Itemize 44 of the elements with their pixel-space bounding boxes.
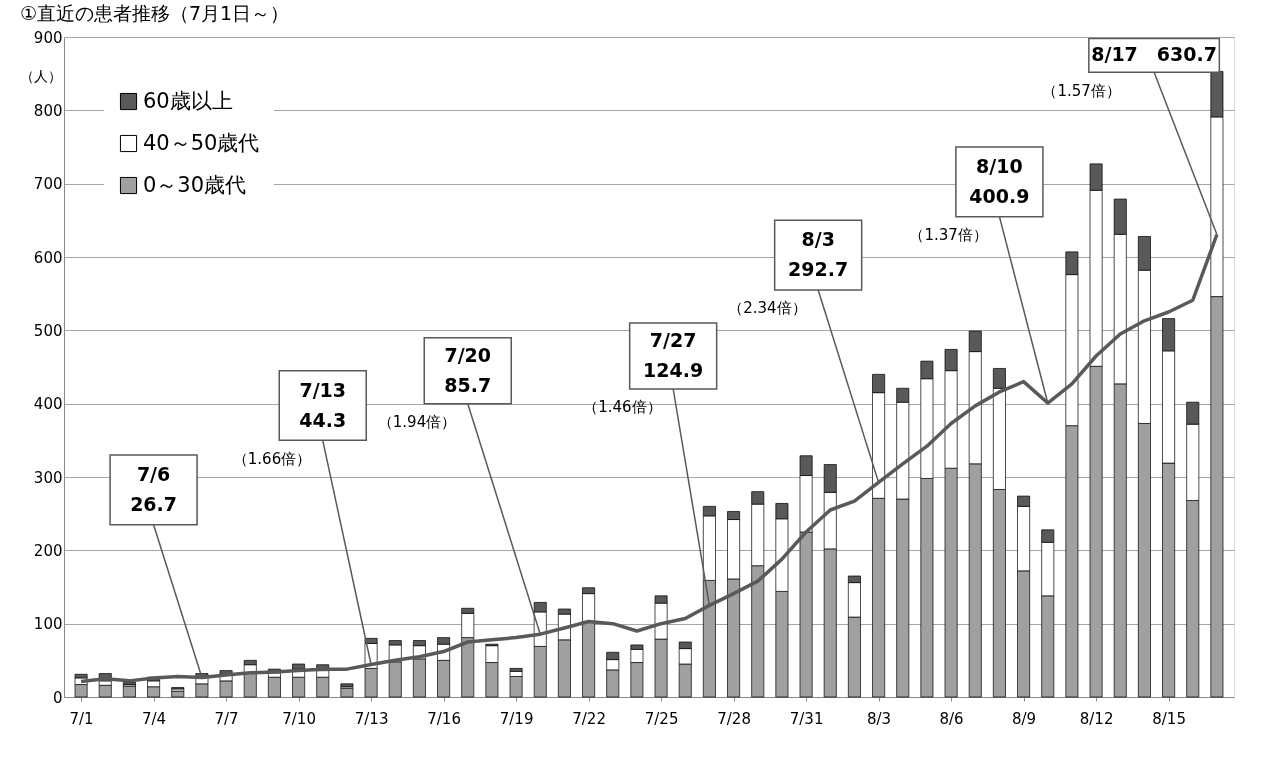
x-tick-label: 7/25 xyxy=(644,709,679,728)
y-tick-label: 100 xyxy=(33,615,63,634)
annotation: 7/6 26.7 xyxy=(130,462,178,515)
annotation: 7/20 85.7 xyxy=(444,343,492,396)
x-tick-label: 8/15 xyxy=(1152,709,1186,728)
x-tick-label: 7/28 xyxy=(717,709,751,728)
annotation: 8/3 292.7 xyxy=(788,228,849,281)
annotation: （1.94倍） xyxy=(377,413,457,431)
x-tick-label: 7/1 xyxy=(69,709,94,728)
x-tick-label: 8/9 xyxy=(1012,709,1037,728)
y-axis-title: （人） xyxy=(20,68,62,84)
y-tick-label: 500 xyxy=(33,321,63,340)
x-tick-label: 7/13 xyxy=(354,709,389,728)
annotation: 8/17 630.7 xyxy=(1091,43,1217,66)
x-tick-label: 8/12 xyxy=(1079,709,1114,728)
x-tick-label: 7/31 xyxy=(789,709,824,728)
x-tick-label: 7/10 xyxy=(282,709,316,728)
x-tick-label: 7/4 xyxy=(142,709,167,728)
chart-title: ①直近の患者推移（7月1日～） xyxy=(20,2,290,24)
annotation: （1.37倍） xyxy=(909,226,988,244)
y-tick-label: 800 xyxy=(33,101,63,120)
x-tick-label: 8/6 xyxy=(939,709,964,728)
annotation: 7/13 44.3 xyxy=(299,378,347,431)
x-tick-label: 7/19 xyxy=(499,709,534,728)
annotation: 7/27 124.9 xyxy=(643,329,704,381)
y-tick-label: 0 xyxy=(52,688,63,707)
annotation: （1.46倍） xyxy=(583,398,662,417)
y-tick-label: 200 xyxy=(33,541,63,560)
legend-label: 0～30歳代 xyxy=(143,172,247,197)
x-tick-label: 7/16 xyxy=(427,709,461,728)
legend-label: 60歳以上 xyxy=(143,88,233,113)
annotation: （2.34倍） xyxy=(728,299,807,318)
legend-label: 40～50歳代 xyxy=(143,130,260,155)
y-tick-label: 900 xyxy=(33,28,63,47)
annotation: 8/10 400.9 xyxy=(969,154,1030,207)
annotation: （1.57倍） xyxy=(1042,81,1121,100)
y-tick-label: 700 xyxy=(33,175,63,194)
x-tick-label: 7/7 xyxy=(214,709,239,728)
y-tick-label: 600 xyxy=(33,248,63,267)
x-tick-label: 7/22 xyxy=(572,709,606,728)
annotation: （1.66倍） xyxy=(232,449,312,468)
y-tick-label: 300 xyxy=(33,468,63,487)
x-tick-label: 8/3 xyxy=(867,709,892,728)
y-tick-label: 400 xyxy=(33,395,63,414)
